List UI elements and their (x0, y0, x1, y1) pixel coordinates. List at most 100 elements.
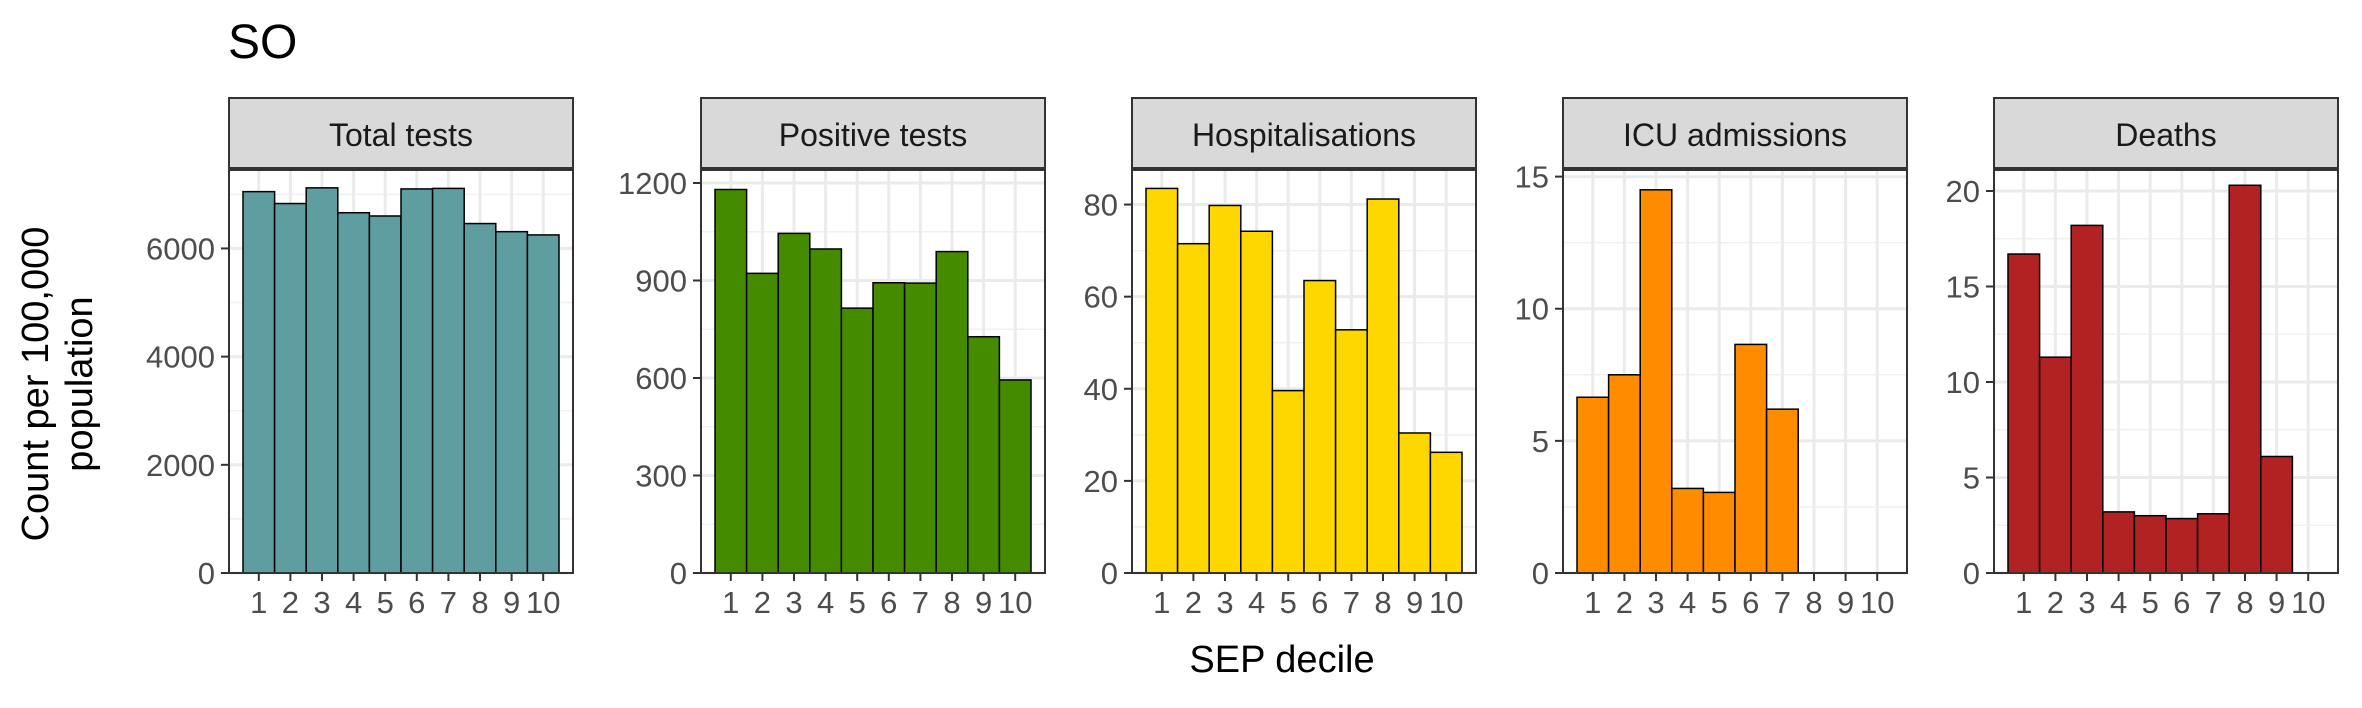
y-tick-label: 20 (1084, 464, 1118, 499)
bar (2165, 517, 2199, 574)
bar (495, 230, 529, 574)
x-tick-label: 1 (1584, 585, 1601, 620)
x-tick-label: 8 (2236, 585, 2253, 620)
x-tick-label: 4 (345, 585, 362, 620)
bar (1398, 432, 1432, 574)
x-tick-label: 6 (1742, 585, 1759, 620)
bar (2007, 253, 2041, 574)
bar (1366, 198, 1400, 574)
panel-border (1131, 169, 1477, 574)
y-tick-label: 0 (1101, 556, 1118, 591)
x-tick-label: 8 (471, 585, 488, 620)
x-tick-label: 9 (1837, 585, 1854, 620)
bar (1145, 187, 1179, 574)
strip-background (700, 97, 1046, 169)
bar (1734, 343, 1768, 574)
bar (840, 307, 874, 574)
strip-background (1562, 97, 1908, 169)
bar (1576, 396, 1610, 574)
bar (368, 215, 402, 574)
y-tick-label: 15 (1946, 270, 1980, 305)
bar (1671, 487, 1705, 574)
bar (777, 232, 811, 574)
bar (1303, 279, 1337, 574)
x-tick-label: 4 (1679, 585, 1696, 620)
y-tick-label: 0 (670, 556, 687, 591)
x-tick-label: 8 (943, 585, 960, 620)
x-tick-label: 1 (250, 585, 267, 620)
y-tick-label: 5 (1532, 424, 1549, 459)
bar (809, 248, 843, 574)
bar (2038, 356, 2072, 574)
x-tick-label: 7 (440, 585, 457, 620)
strip-background (1131, 97, 1477, 169)
bar (967, 335, 1001, 574)
bar (2260, 455, 2294, 574)
bar (1334, 329, 1368, 574)
x-tick-label: 9 (503, 585, 520, 620)
x-tick-label: 1 (2015, 585, 2032, 620)
bar (745, 272, 779, 574)
x-tick-label: 9 (975, 585, 992, 620)
bar (2102, 511, 2136, 574)
y-tick-label: 40 (1084, 372, 1118, 407)
x-tick-label: 1 (1153, 585, 1170, 620)
x-axis-label: SEP decile (1189, 639, 1374, 681)
x-tick-label: 2 (754, 585, 771, 620)
y-tick-label: 80 (1084, 188, 1118, 223)
bar (935, 250, 969, 574)
x-tick-label: 10 (2291, 585, 2325, 620)
y-tick-label: 4000 (146, 340, 215, 375)
y-tick-label: 2000 (146, 448, 215, 483)
panel-title: Deaths (2115, 117, 2216, 153)
y-axis-label-line2: population (59, 296, 101, 471)
y-tick-label: 10 (1515, 292, 1549, 327)
x-tick-label: 6 (2173, 585, 2190, 620)
x-tick-label: 8 (1805, 585, 1822, 620)
x-tick-label: 4 (1248, 585, 1265, 620)
bar (337, 211, 371, 574)
bar (1702, 491, 1736, 574)
strip-background (228, 97, 574, 169)
bar (463, 222, 497, 574)
x-tick-label: 3 (1216, 585, 1233, 620)
bar (2133, 514, 2167, 574)
x-tick-label: 2 (282, 585, 299, 620)
x-tick-label: 7 (912, 585, 929, 620)
y-tick-label: 0 (1532, 556, 1549, 591)
y-tick-label: 15 (1515, 160, 1549, 195)
x-tick-label: 8 (1374, 585, 1391, 620)
bar (1639, 189, 1673, 574)
bar (1765, 408, 1799, 574)
panel-border (700, 169, 1046, 574)
x-tick-label: 5 (2142, 585, 2159, 620)
bar (998, 379, 1032, 574)
bar (903, 282, 937, 574)
panel-border (1993, 169, 2339, 574)
bar (714, 188, 748, 574)
bar (2228, 184, 2262, 574)
panel-2: Positive tests 0 300 600 900 1200 1 2 3 4 5 6 7 8 9 10 (618, 97, 1046, 620)
y-tick-label: 0 (198, 556, 215, 591)
bar (273, 202, 307, 574)
bar (526, 234, 560, 574)
bar (305, 187, 339, 574)
x-tick-label: 2 (1616, 585, 1633, 620)
x-tick-label: 3 (313, 585, 330, 620)
y-tick-label: 300 (635, 459, 687, 494)
panel-title: Total tests (329, 117, 473, 153)
y-tick-label: 6000 (146, 231, 215, 266)
y-tick-label: 1200 (618, 166, 687, 201)
bar (2196, 513, 2230, 574)
bar (1208, 204, 1242, 574)
strip-background (1993, 97, 2339, 169)
y-tick-label: 900 (635, 264, 687, 299)
x-tick-label: 7 (1343, 585, 1360, 620)
x-tick-label: 7 (2205, 585, 2222, 620)
bar (2070, 224, 2104, 574)
x-tick-label: 5 (377, 585, 394, 620)
bar (1607, 374, 1641, 574)
x-tick-label: 5 (1280, 585, 1297, 620)
